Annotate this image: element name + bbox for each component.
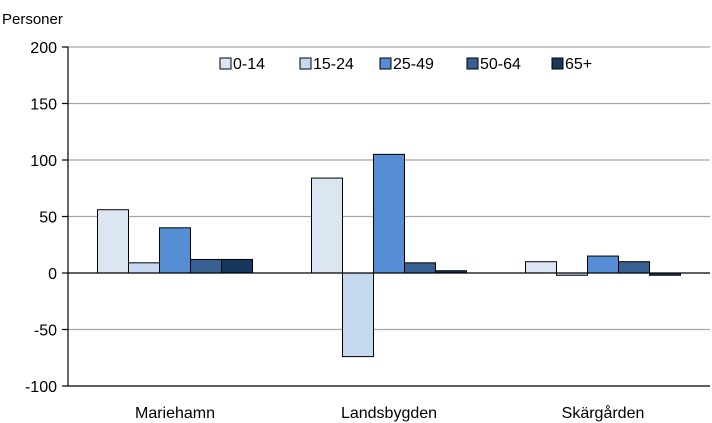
legend-entry: 15-24 bbox=[313, 56, 354, 73]
y-tick-labels: -100 -50 0 50 100 150 200 bbox=[25, 40, 57, 396]
legend-swatch bbox=[379, 57, 392, 70]
bar-50-64-Skärgården bbox=[618, 261, 650, 274]
y-tick-label: 50 bbox=[39, 210, 57, 227]
y-tick-label: 150 bbox=[30, 97, 57, 114]
y-tick-label: 100 bbox=[30, 153, 57, 170]
bar-25-49-Skärgården bbox=[587, 255, 619, 274]
y-tick-label: -50 bbox=[34, 323, 57, 340]
category-label: Landsbygden bbox=[341, 405, 437, 422]
bar-50-64-Landsbygden bbox=[404, 262, 436, 274]
legend-entry: 0-14 bbox=[233, 56, 265, 73]
legend-swatch bbox=[466, 57, 479, 70]
bar-25-49-Landsbygden bbox=[373, 153, 405, 274]
category-labels: Mariehamn Landsbygden Skärgården bbox=[135, 404, 644, 422]
bars bbox=[97, 153, 681, 358]
bar-25-49-Mariehamn bbox=[159, 227, 191, 274]
bar-65+-Mariehamn bbox=[221, 258, 253, 274]
bar-0-14-Landsbygden bbox=[311, 177, 343, 274]
category-label: Skärgården bbox=[562, 404, 645, 422]
legend-swatch bbox=[551, 57, 564, 70]
legend: 0-14 15-24 25-49 50-64 65+ bbox=[219, 56, 592, 73]
bar-0-14-Mariehamn bbox=[97, 209, 129, 274]
legend-entry: 50-64 bbox=[480, 56, 521, 73]
legend-swatch bbox=[219, 57, 232, 70]
legend-entry: 65+ bbox=[565, 56, 592, 73]
bar-0-14-Skärgården bbox=[525, 261, 557, 274]
y-tick-label: 0 bbox=[48, 266, 57, 283]
y-axis-title: Personer bbox=[2, 11, 63, 28]
axes bbox=[62, 46, 710, 387]
bar-15-24-Mariehamn bbox=[128, 262, 160, 274]
y-tick-label: -100 bbox=[25, 379, 57, 396]
legend-entry: 25-49 bbox=[393, 56, 434, 73]
y-tick-label: 200 bbox=[30, 40, 57, 57]
category-label: Mariehamn bbox=[135, 405, 215, 422]
bar-50-64-Mariehamn bbox=[190, 258, 222, 274]
bar-15-24-Landsbygden bbox=[342, 272, 374, 358]
legend-swatch bbox=[299, 57, 312, 70]
